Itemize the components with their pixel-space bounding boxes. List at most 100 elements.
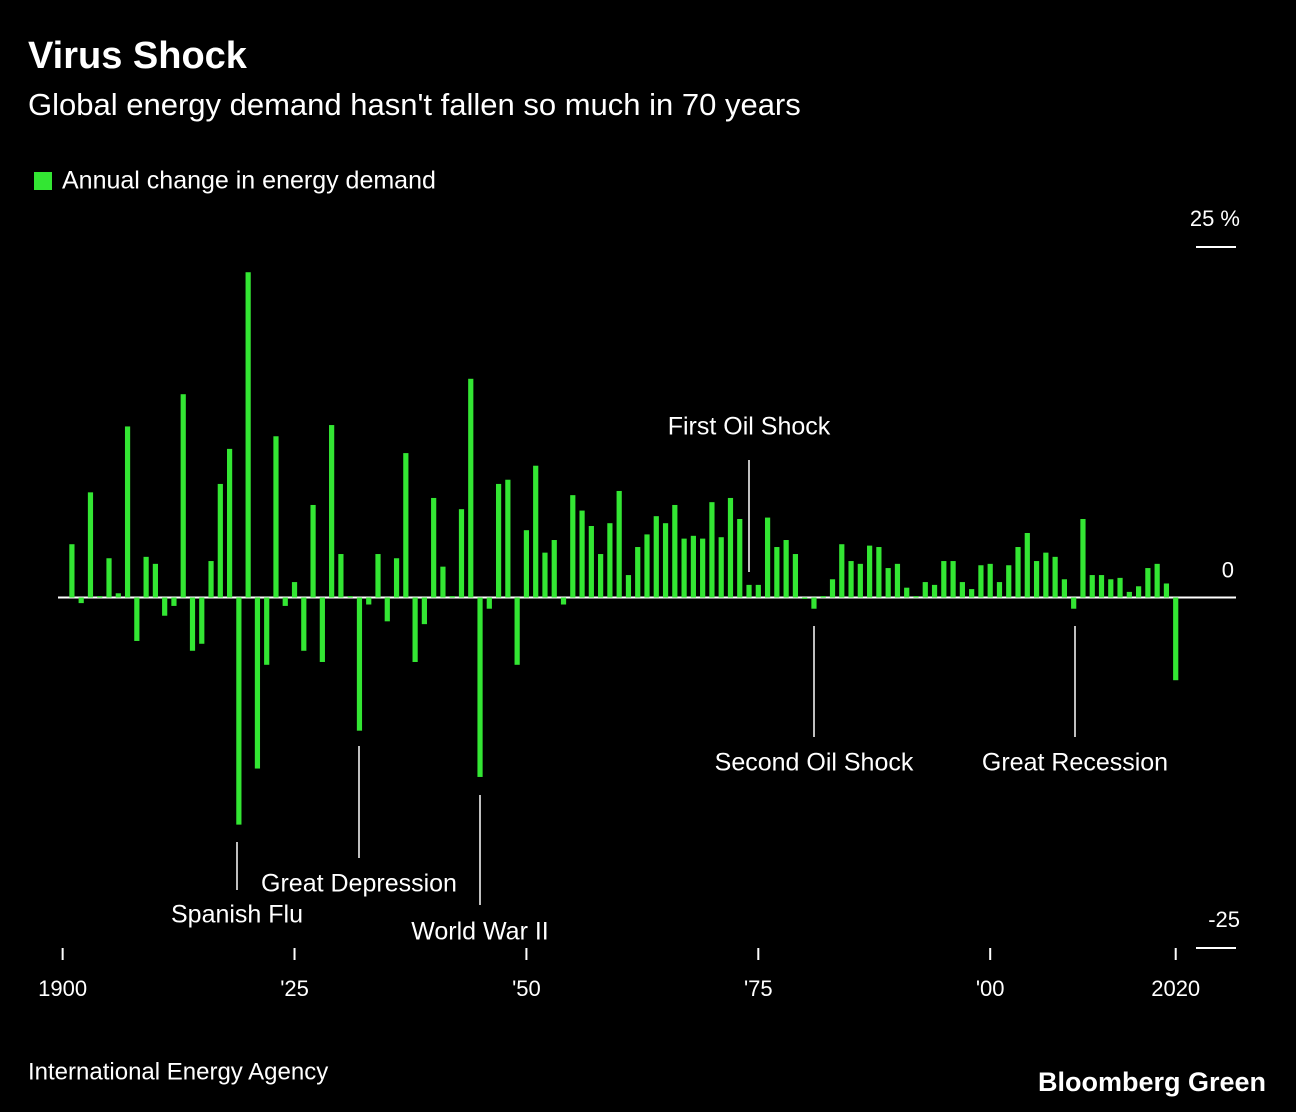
bar xyxy=(1080,518,1086,598)
bar xyxy=(690,535,696,598)
bar xyxy=(449,596,455,598)
bar xyxy=(792,554,799,598)
bar xyxy=(681,538,687,598)
bar xyxy=(477,597,483,777)
bar xyxy=(347,596,353,598)
bar xyxy=(245,272,251,598)
bar xyxy=(1024,533,1030,598)
bar xyxy=(273,436,279,598)
bar xyxy=(134,597,140,641)
bar xyxy=(375,554,381,598)
bar xyxy=(1145,568,1151,598)
bar xyxy=(746,584,752,598)
annotation: First Oil Shock xyxy=(668,413,831,441)
bar xyxy=(570,495,576,598)
bar xyxy=(282,597,288,606)
bar xyxy=(310,504,316,598)
bar xyxy=(727,497,734,598)
annotation: Spanish Flu xyxy=(171,901,303,929)
bar xyxy=(69,544,75,598)
bar xyxy=(829,579,836,598)
annotation: Great Depression xyxy=(261,870,457,898)
bar xyxy=(1015,547,1021,598)
bar xyxy=(254,597,261,769)
bar xyxy=(820,596,826,598)
bar xyxy=(431,497,437,598)
bar xyxy=(1117,577,1123,598)
bar xyxy=(291,582,298,598)
bar xyxy=(393,558,400,598)
bar xyxy=(551,540,557,598)
bar xyxy=(876,547,882,598)
bar xyxy=(950,561,956,598)
bar xyxy=(458,509,465,598)
bar xyxy=(208,561,214,598)
annotation: Second Oil Shock xyxy=(715,749,914,777)
bar xyxy=(143,556,149,598)
bar xyxy=(338,554,344,598)
bar xyxy=(718,537,724,598)
brand: Bloomberg Green xyxy=(1038,1067,1266,1097)
bar xyxy=(1163,583,1170,598)
bar xyxy=(1173,597,1179,681)
bar xyxy=(384,597,390,622)
bar xyxy=(978,565,984,598)
bar xyxy=(1089,575,1095,598)
bar xyxy=(811,597,817,609)
bar xyxy=(764,517,771,598)
bar xyxy=(709,502,715,598)
bar xyxy=(607,523,613,598)
bar xyxy=(329,425,335,598)
bar xyxy=(616,490,622,598)
bar xyxy=(403,453,409,598)
x-tick-label: '00 xyxy=(976,976,1005,1001)
bar xyxy=(124,426,131,598)
bar xyxy=(644,534,650,598)
bar xyxy=(152,563,158,598)
bar xyxy=(598,554,604,598)
bar xyxy=(1033,561,1040,598)
bar xyxy=(505,479,511,598)
bar xyxy=(774,547,780,598)
bar xyxy=(1126,591,1132,598)
bar xyxy=(87,492,94,598)
bar xyxy=(440,566,446,598)
x-tick-label: '75 xyxy=(744,976,773,1001)
x-tick-label: 2020 xyxy=(1151,976,1200,1001)
bar xyxy=(180,394,186,598)
bar xyxy=(625,575,632,598)
y-tick-label: -25 xyxy=(1208,907,1240,932)
bar xyxy=(904,587,910,598)
bar xyxy=(922,582,928,598)
bar xyxy=(301,597,307,651)
y-tick-label: 25 % xyxy=(1190,206,1240,231)
chart-subtitle: Global energy demand hasn't fallen so mu… xyxy=(28,87,801,122)
x-tick-label: '25 xyxy=(280,976,309,1001)
bar xyxy=(533,465,539,598)
x-tick-label: 1900 xyxy=(38,976,87,1001)
bar xyxy=(579,510,585,598)
y-tick-label: 0 xyxy=(1222,557,1234,582)
bar xyxy=(412,597,418,662)
source: International Energy Agency xyxy=(28,1058,328,1085)
annotation: Great Recession xyxy=(982,749,1168,777)
bar xyxy=(588,525,594,598)
bar xyxy=(514,597,520,665)
bar xyxy=(189,597,196,651)
bar xyxy=(217,483,223,598)
bar xyxy=(97,596,103,598)
bar xyxy=(700,538,706,598)
bar xyxy=(468,378,474,598)
bar xyxy=(356,597,363,731)
bar xyxy=(857,563,863,598)
bar xyxy=(236,597,242,825)
bar xyxy=(421,597,427,625)
bar xyxy=(366,597,372,605)
bar xyxy=(1098,575,1105,598)
bar xyxy=(802,597,808,599)
bar xyxy=(542,552,548,598)
bar xyxy=(987,563,993,598)
bar xyxy=(1108,579,1114,598)
bar xyxy=(1154,563,1160,598)
